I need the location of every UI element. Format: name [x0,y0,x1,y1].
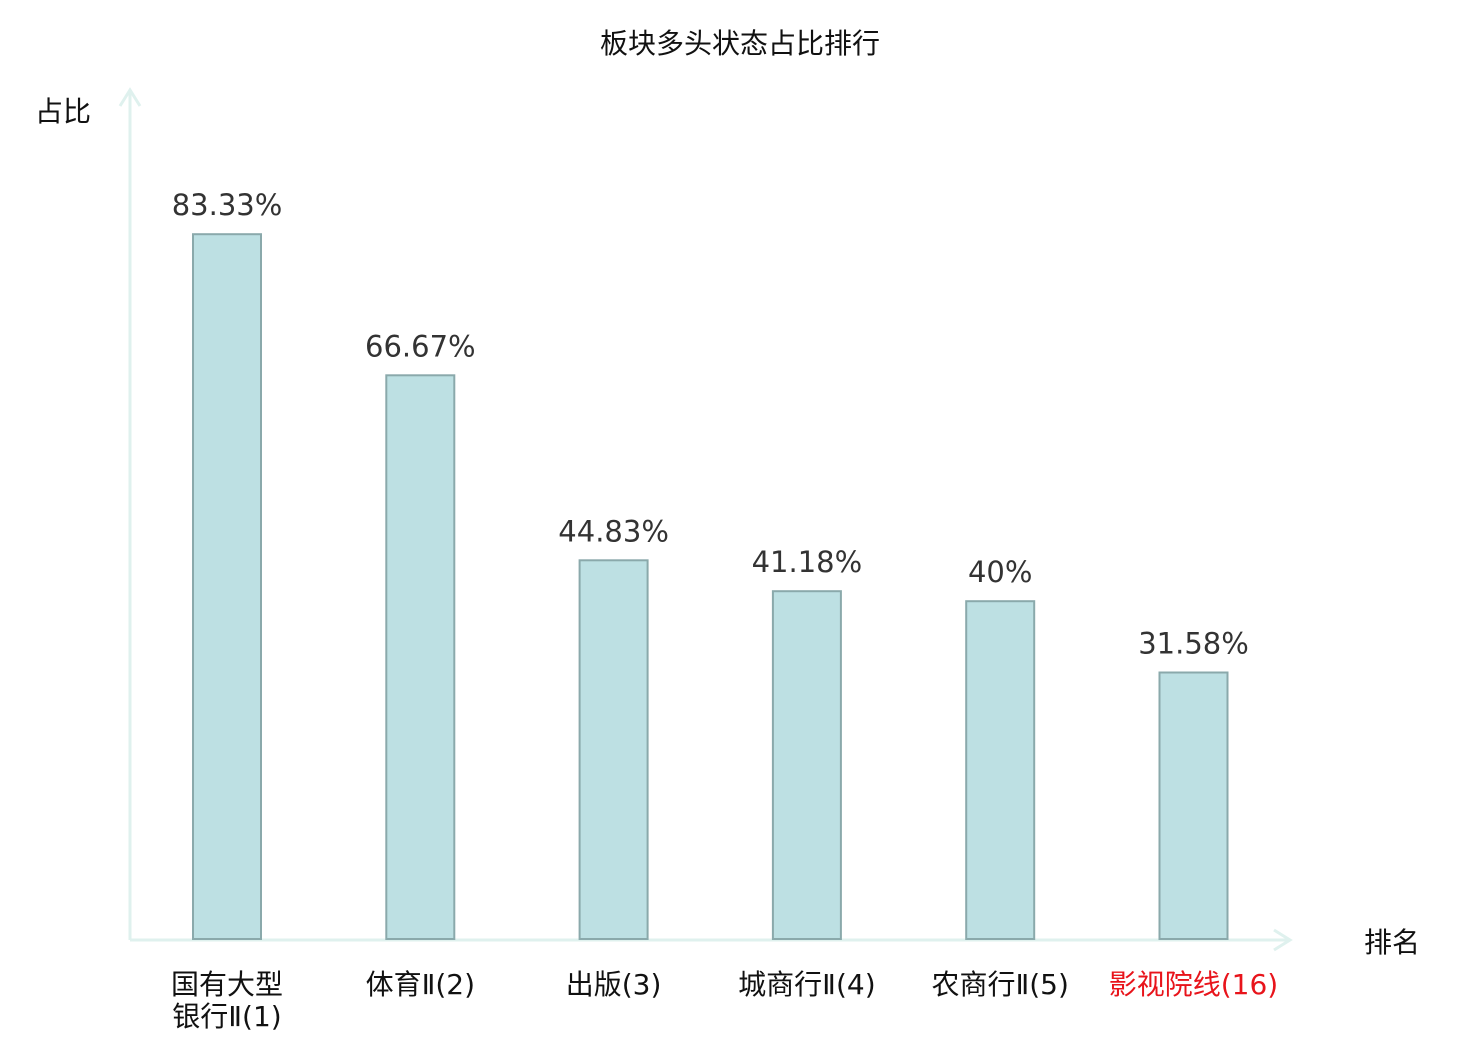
x-axis-title: 排名 [1364,926,1420,959]
chart-title: 板块多头状态占比排行 [600,27,880,60]
bar-5 [965,600,1036,940]
value-label-5: 40% [968,555,1032,589]
category-label-1-line-1: 国有大型 [171,968,283,1001]
bar-2 [385,374,456,940]
bar-4 [771,590,842,940]
category-label-6: 影视院线(16) [1109,968,1278,1001]
value-labels: 83.33% 66.67% 44.83% 41.18% 40% 31.58% [172,188,1249,660]
y-axis-title: 占比 [35,95,91,128]
value-label-3: 44.83% [558,514,669,548]
bars [192,233,1229,940]
value-label-1: 83.33% [172,188,283,222]
bar-3 [578,559,649,940]
axes [118,87,1293,952]
category-label-2: 体育Ⅱ(2) [366,968,475,1001]
bar-1 [192,233,262,940]
value-label-4: 41.18% [752,545,863,579]
bar-6 [1158,671,1229,940]
y-axis-arrow [118,87,142,107]
value-label-6: 31.58% [1138,627,1249,661]
x-axis-arrow [1273,928,1293,952]
category-label-1-line-2: 银行Ⅱ(1) [172,1000,281,1033]
category-label-4: 城商行Ⅱ(4) [738,968,875,1001]
category-label-3: 出版(3) [566,968,662,1001]
category-label-5: 农商行Ⅱ(5) [931,968,1068,1001]
value-label-2: 66.67% [365,329,476,363]
